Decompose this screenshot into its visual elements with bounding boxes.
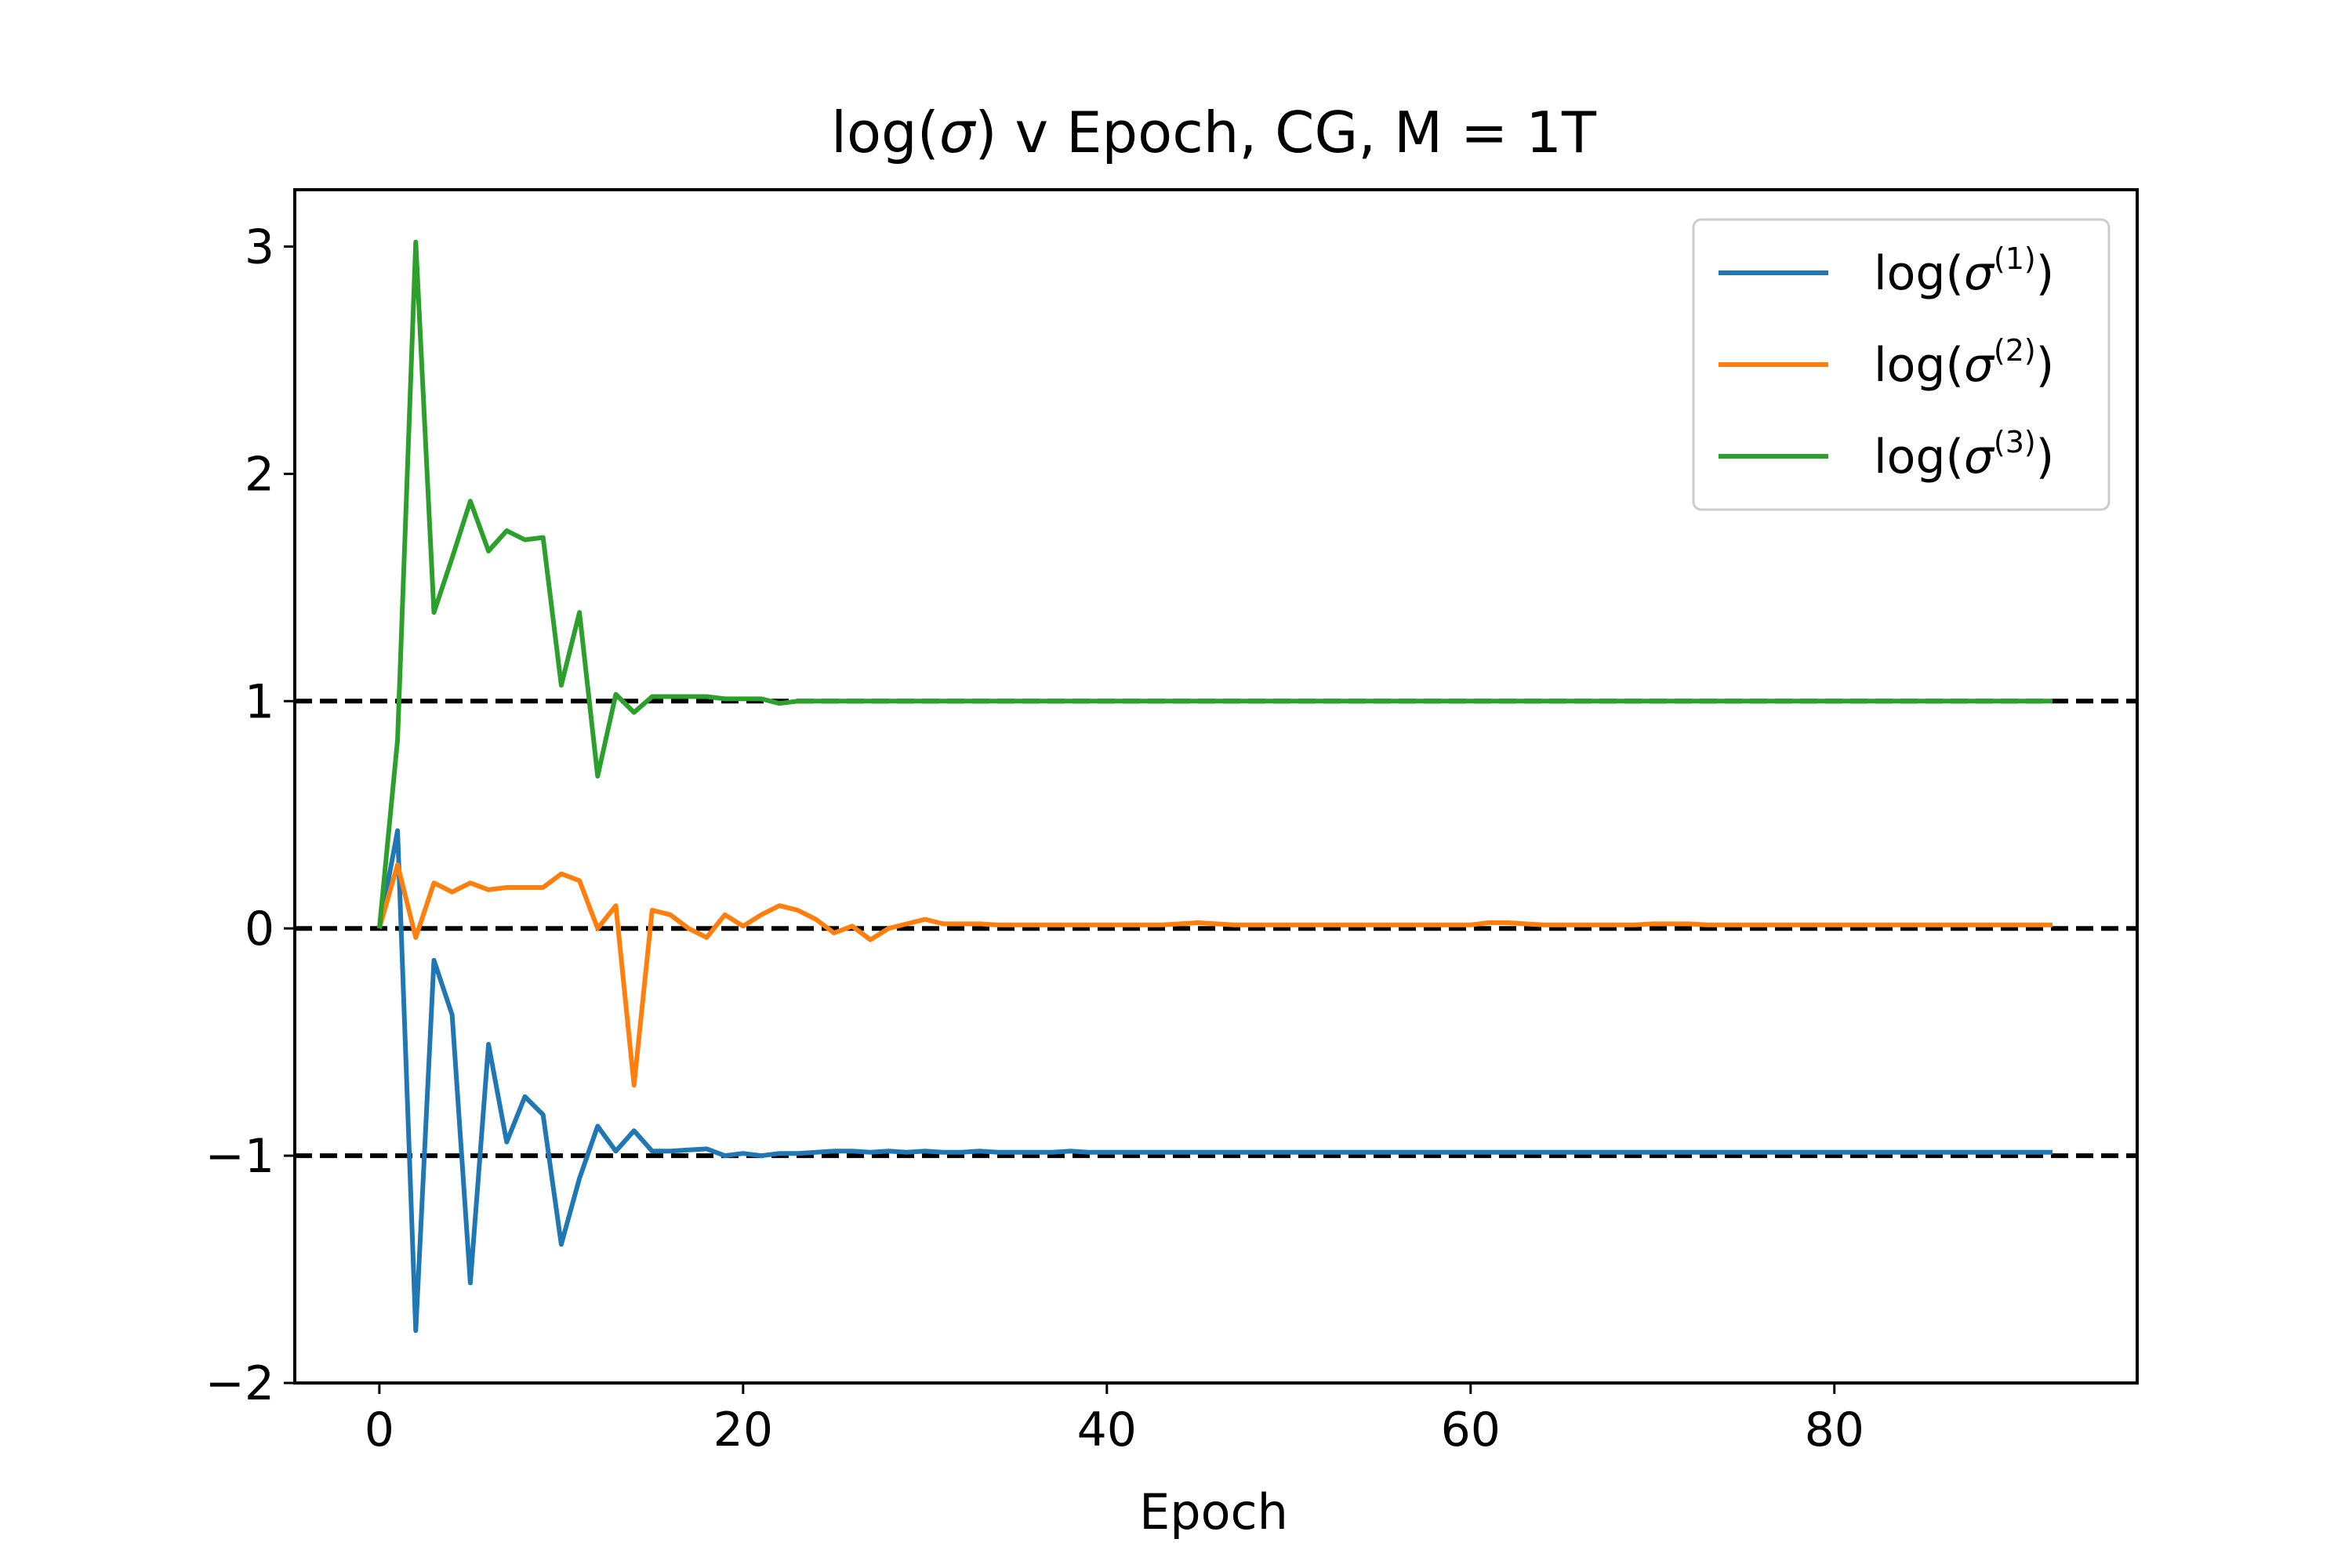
y-tick-label: 2 bbox=[245, 447, 274, 502]
y-tick-label: 1 bbox=[245, 674, 274, 729]
title-sigma: σ bbox=[939, 100, 977, 165]
x-axis-label: Epoch bbox=[1139, 1483, 1288, 1541]
y-tick-label: −1 bbox=[205, 1129, 274, 1184]
x-axis: 0 20 40 60 80 bbox=[365, 1383, 1864, 1457]
x-tick-label: 60 bbox=[1441, 1403, 1501, 1457]
legend-label: log(σ(2)) bbox=[1874, 333, 2054, 393]
x-tick-label: 40 bbox=[1077, 1403, 1137, 1457]
y-tick-label: 0 bbox=[245, 902, 274, 956]
series-2-line bbox=[377, 862, 2053, 1088]
series-1-line bbox=[376, 828, 2053, 1334]
y-tick-label: 3 bbox=[245, 220, 274, 274]
plot-frame bbox=[293, 188, 2139, 1385]
legend: log(σ(1)) log(σ(2)) log(σ(3)) bbox=[1692, 218, 2111, 511]
title-post: ) v Epoch, CG, M = 1T bbox=[975, 100, 1597, 165]
series-layer bbox=[376, 239, 2053, 1334]
y-tick-label: −2 bbox=[205, 1356, 274, 1411]
legend-box bbox=[1692, 218, 2111, 511]
x-tick-label: 20 bbox=[713, 1403, 773, 1457]
legend-label: log(σ(1)) bbox=[1874, 241, 2054, 301]
x-tick-label: 80 bbox=[1805, 1403, 1864, 1457]
series-3-line bbox=[376, 239, 2053, 929]
legend-label: log(σ(3)) bbox=[1874, 425, 2054, 485]
chart-title: log(σ) v Epoch, CG, M = 1T bbox=[831, 100, 1597, 165]
y-axis: −2 −1 0 1 2 3 bbox=[205, 220, 295, 1411]
title-pre: log( bbox=[831, 100, 939, 165]
x-tick-label: 0 bbox=[365, 1403, 394, 1457]
